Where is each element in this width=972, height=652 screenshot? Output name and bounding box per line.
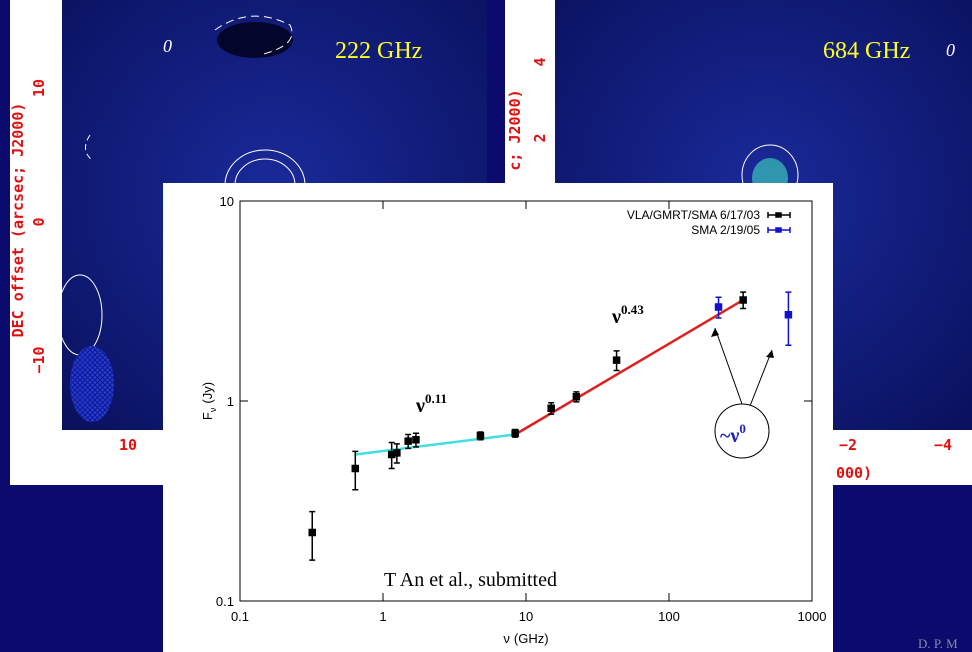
data-point bbox=[477, 432, 483, 440]
text-part: F bbox=[200, 412, 215, 420]
x-tick-label: −2 bbox=[839, 436, 857, 454]
text-part: 0 bbox=[739, 421, 746, 436]
text-part: ν bbox=[611, 306, 621, 328]
x-axis-label: 000) bbox=[836, 464, 872, 482]
x-tick-label: 1 bbox=[379, 609, 386, 624]
text-part: ν bbox=[503, 631, 510, 646]
text-part: 0.11 bbox=[425, 391, 447, 406]
x-tick-label: 10 bbox=[119, 436, 137, 454]
legend-label: VLA/GMRT/SMA 6/17/03 bbox=[627, 208, 760, 222]
y-tick-label: −10 bbox=[30, 346, 48, 373]
y-tick-label: 2 bbox=[531, 133, 549, 142]
y-tick-label: 10 bbox=[220, 194, 234, 209]
slide: 222 GHz 0 10 0 −10 DEC offset (arcsec; J… bbox=[0, 0, 972, 652]
footer: D. P. M bbox=[918, 636, 958, 651]
x-tick-label: 100 bbox=[658, 609, 680, 624]
contour-label: 0 bbox=[946, 40, 955, 60]
y-tick-label: 0 bbox=[30, 217, 48, 226]
x-tick-label: 10 bbox=[519, 609, 533, 624]
y-tick-label: 1 bbox=[227, 394, 234, 409]
text-part: (GHz) bbox=[514, 631, 549, 646]
text-part: 0.43 bbox=[621, 302, 644, 317]
y-axis-label: DEC offset (arcsec; J2000) bbox=[9, 103, 27, 338]
text-part: ν bbox=[415, 395, 425, 417]
x-tick-label: −4 bbox=[934, 436, 952, 454]
contour-label: 0 bbox=[163, 36, 172, 56]
legend-label: SMA 2/19/05 bbox=[691, 223, 760, 237]
y-axis-label: c; J2000) bbox=[506, 89, 524, 170]
frequency-label: 222 GHz bbox=[335, 38, 422, 64]
map-feature bbox=[217, 22, 293, 58]
text-part: ν bbox=[208, 407, 218, 412]
text-part: ~ν bbox=[720, 425, 739, 447]
y-tick-label: 4 bbox=[531, 57, 549, 66]
data-point bbox=[512, 430, 518, 438]
beam-hatch bbox=[70, 346, 114, 422]
frequency-label: 684 GHz bbox=[823, 38, 910, 64]
data-point bbox=[573, 392, 579, 402]
text-part: (Jy) bbox=[200, 382, 215, 404]
x-tick-label: 0.1 bbox=[231, 609, 249, 624]
y-tick-label: 10 bbox=[30, 79, 48, 97]
y-tick-label: 0.1 bbox=[216, 594, 234, 609]
x-tick-label: 1000 bbox=[798, 609, 827, 624]
annotation: T An et al., submitted bbox=[384, 569, 557, 591]
